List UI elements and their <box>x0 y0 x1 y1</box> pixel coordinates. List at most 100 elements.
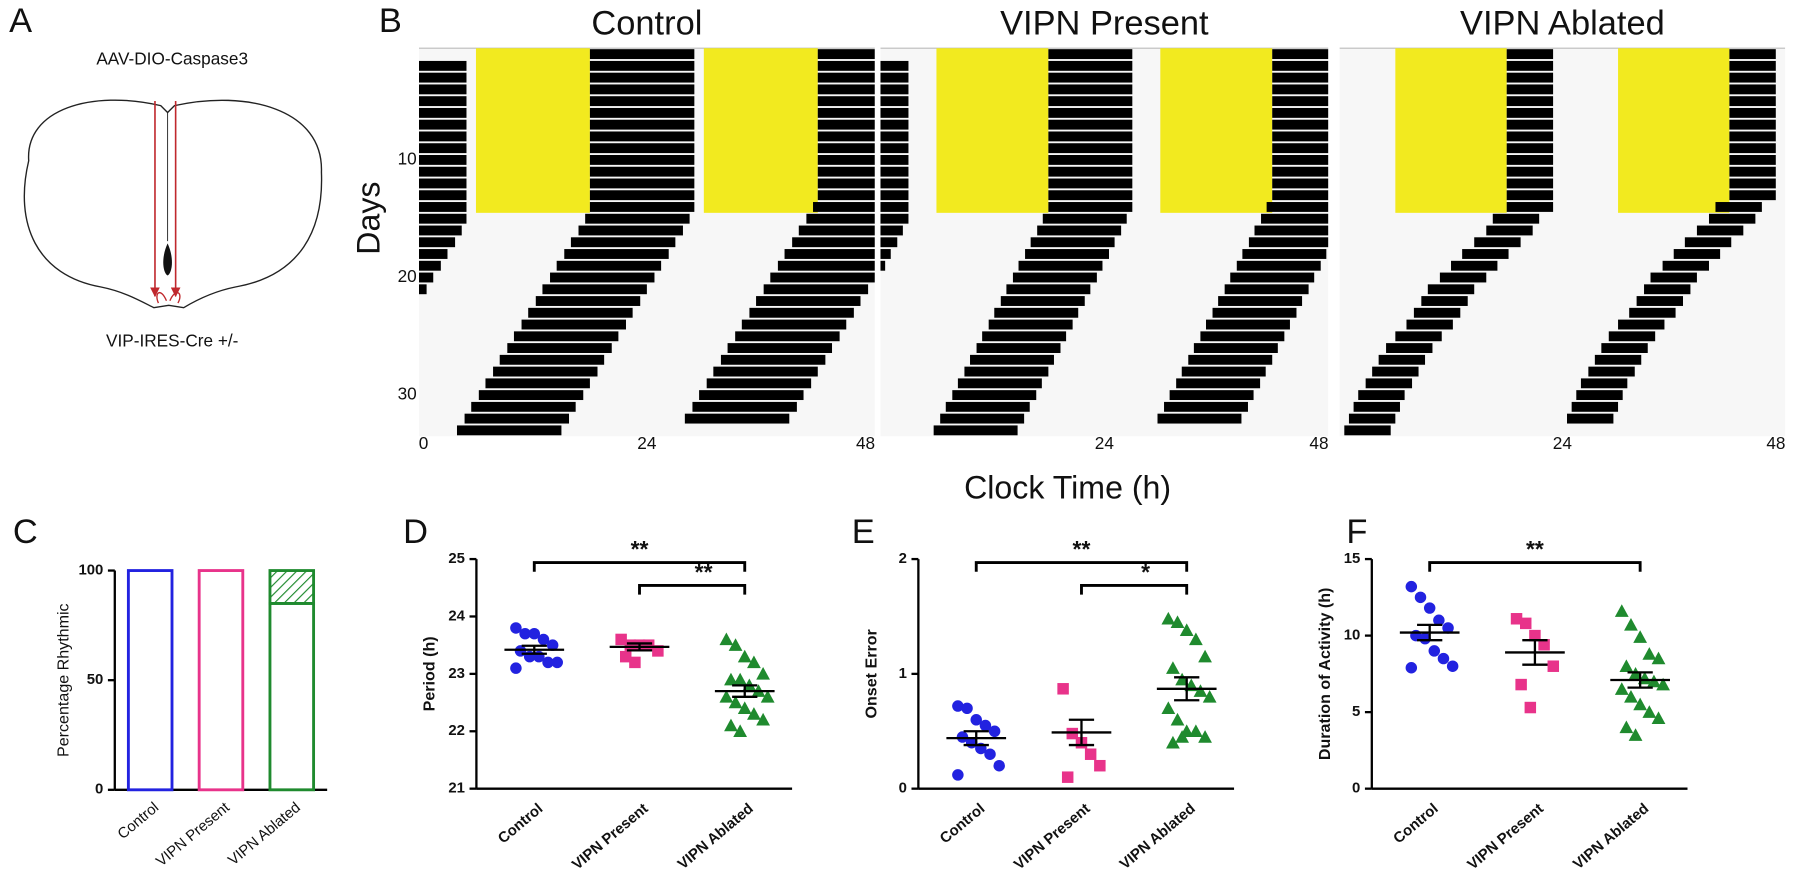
activity-bout <box>1193 343 1278 353</box>
data-point <box>1624 689 1638 703</box>
data-point <box>747 655 761 669</box>
activity-bout <box>880 213 909 224</box>
panel-label: A <box>9 2 32 40</box>
x-tick-label: 48 <box>1309 433 1328 453</box>
activity-bout <box>817 166 875 177</box>
activity-bout <box>419 225 462 236</box>
data-point <box>1619 720 1634 734</box>
activity-bout <box>589 131 695 142</box>
scn <box>156 292 181 304</box>
y-tick-label: 22 <box>448 722 465 739</box>
activity-bout <box>1506 107 1554 118</box>
activity-bout <box>1272 143 1329 154</box>
activity-bout <box>1048 49 1133 60</box>
activity-bout <box>713 366 818 377</box>
data-point <box>1198 649 1212 663</box>
activity-bout <box>1567 413 1614 424</box>
activity-bout <box>880 84 909 95</box>
activity-bout <box>1506 60 1554 71</box>
activity-bout <box>1708 213 1756 224</box>
bar <box>126 569 174 792</box>
activity-bout <box>1048 190 1133 201</box>
activity-bout <box>419 202 467 212</box>
data-point <box>747 707 761 720</box>
data-point <box>979 719 992 732</box>
activity-bout <box>1673 249 1721 259</box>
activity-bout <box>1421 296 1468 306</box>
activity-bout <box>1030 237 1115 248</box>
significance-bracket <box>1080 584 1189 595</box>
bar <box>197 569 245 792</box>
activity-bout <box>1272 178 1329 189</box>
data-point <box>988 725 1001 738</box>
x-tick-label: 48 <box>856 433 875 453</box>
activity-bout <box>1588 366 1635 377</box>
data-point <box>1166 735 1180 749</box>
y-tick-label: 0 <box>1352 780 1360 797</box>
data-point <box>728 638 743 651</box>
data-point <box>1628 728 1643 741</box>
data-point <box>1614 682 1629 695</box>
significance-label: * <box>1141 559 1150 585</box>
activity-bout <box>817 143 875 154</box>
activity-bout <box>493 366 598 377</box>
activity-bout <box>880 178 909 189</box>
data-point <box>652 645 664 657</box>
activity-bout <box>1601 343 1648 353</box>
activity-bout <box>1729 178 1776 189</box>
activity-bout <box>699 390 804 401</box>
activity-bout <box>1486 225 1533 236</box>
activity-bout <box>1729 119 1776 130</box>
data-point <box>733 724 748 738</box>
activity-bout <box>419 96 467 107</box>
activity-bout <box>1729 190 1776 201</box>
activity-bout <box>1272 190 1329 201</box>
y-tick-label: 24 <box>448 607 465 624</box>
activity-bout <box>741 319 847 330</box>
activity-bout <box>880 190 909 201</box>
light-phase <box>1618 48 1730 213</box>
data-point <box>1170 712 1185 726</box>
activity-bout <box>1048 131 1133 142</box>
activity-bout <box>880 154 909 165</box>
activity-bout <box>1272 154 1329 165</box>
data-point <box>1515 678 1527 691</box>
activity-bout <box>763 284 869 295</box>
activity-bout <box>589 154 695 165</box>
panel-a: A AAV-DIO-Caspase3 VIP-IRES-Cre +/- <box>9 2 323 351</box>
activity-bout <box>1012 272 1097 283</box>
activity-bout <box>684 413 790 424</box>
activity-bout <box>542 284 647 295</box>
activity-bout <box>419 237 456 248</box>
data-point <box>1419 632 1431 645</box>
data-point <box>984 748 996 760</box>
x-axis-label: Clock Time (h) <box>964 470 1171 506</box>
data-point <box>1519 617 1532 630</box>
y-tick-label: 15 <box>1344 550 1361 567</box>
activity-bout <box>1048 96 1133 107</box>
y-tick-label: 21 <box>448 780 465 797</box>
data-point <box>1524 701 1537 714</box>
data-point <box>1538 639 1550 651</box>
activity-bout <box>1157 413 1242 424</box>
y-tick-label: 10 <box>398 148 417 168</box>
data-point <box>1437 652 1450 665</box>
activity-bout <box>1261 213 1329 224</box>
activity-bout <box>1462 249 1509 259</box>
activity-bout <box>1048 166 1133 177</box>
panel-label: C <box>13 513 38 551</box>
activity-bout <box>589 202 695 212</box>
activity-bout <box>589 84 695 95</box>
activity-bout <box>813 202 875 212</box>
activity-bout <box>1272 49 1329 60</box>
activity-bout <box>485 378 590 389</box>
activity-bout <box>1644 284 1691 295</box>
activity-bout <box>1729 49 1776 60</box>
activity-bout <box>1042 213 1127 224</box>
activity-bout <box>1406 319 1453 330</box>
activity-bout <box>578 225 683 236</box>
activity-bout <box>1729 154 1776 165</box>
brain-outline <box>23 99 323 309</box>
activity-bout <box>1608 331 1656 342</box>
activity-bout <box>419 131 467 142</box>
